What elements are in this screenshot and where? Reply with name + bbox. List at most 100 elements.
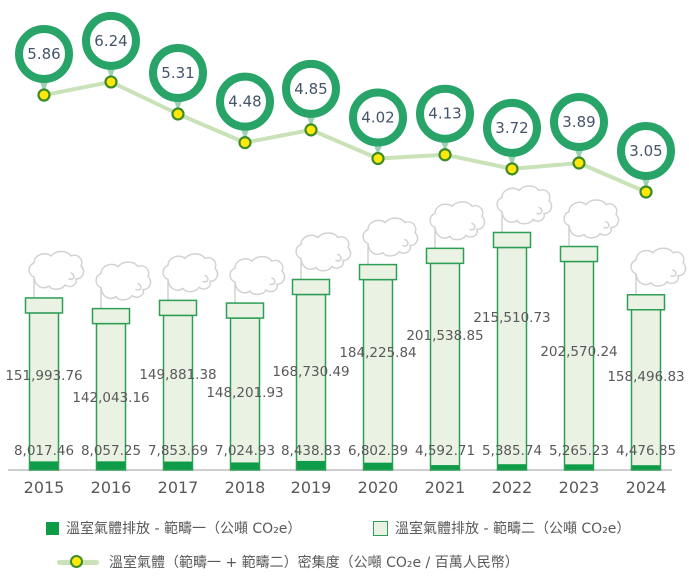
- intensity-value-label: 3.05: [629, 142, 662, 160]
- legend-item-intensity: 溫室氣體（範疇一 + 範疇二）密集度（公噸 CO₂e / 百萬人民幣）: [57, 552, 519, 572]
- year-tick-label: 2024: [626, 478, 667, 497]
- year-tick-label: 2023: [559, 478, 600, 497]
- bar-cap: [158, 299, 198, 317]
- legend-label-intensity: 溫室氣體（範疇一 + 範疇二）密集度（公噸 CO₂e / 百萬人民幣）: [109, 555, 519, 571]
- scope2-value-label: 202,570.24: [540, 344, 617, 360]
- year-tick-label: 2015: [24, 478, 65, 497]
- bar-scope1-2015: [29, 461, 59, 470]
- intensity-marker: [371, 151, 385, 166]
- scope2-value-label: 151,993.76: [5, 368, 82, 384]
- intensity-badge: [416, 84, 474, 143]
- year-tick-label: 2019: [291, 478, 332, 497]
- bar-cap: [291, 278, 331, 296]
- intensity-value-label: 6.24: [94, 32, 127, 50]
- intensity-badge: [15, 25, 73, 84]
- intensity-badge: [216, 72, 274, 131]
- scope2-value-label: 201,538.85: [406, 328, 483, 344]
- legend-label-scope2: 溫室氣體排放 - 範疇二（公噸 CO₂e）: [395, 521, 631, 537]
- smoke-icon: [630, 247, 687, 296]
- scope1-value-label: 8,438.83: [281, 443, 341, 459]
- smoke-icon: [229, 255, 286, 304]
- year-tick-label: 2018: [225, 478, 266, 497]
- intensity-marker: [171, 107, 185, 121]
- bar-scope1-2019: [296, 460, 326, 470]
- scope1-value-label: 8,057.25: [81, 443, 141, 459]
- intensity-value-label: 4.48: [228, 93, 261, 111]
- bar-scope1-2021: [430, 465, 460, 470]
- legend-label-scope1: 溫室氣體排放 - 範疇一（公噸 CO₂e）: [66, 521, 302, 537]
- intensity-badge: [82, 11, 140, 70]
- bar-scope1-2020: [363, 462, 393, 470]
- intensity-marker: [572, 156, 586, 170]
- intensity-marker: [104, 75, 118, 89]
- legend-item-scope1: 溫室氣體排放 - 範疇一（公噸 CO₂e）: [46, 518, 301, 538]
- scope2-value-label: 184,225.84: [339, 345, 416, 361]
- bar-scope2-2015: [29, 312, 59, 470]
- intensity-line: [42, 79, 648, 194]
- bar-scope2-2022: [497, 247, 527, 470]
- smoke-icon: [496, 185, 553, 234]
- bar-scope1-2016: [96, 461, 126, 470]
- intensity-value-label: 4.13: [428, 105, 461, 123]
- intensity-marker-icon: [70, 555, 83, 568]
- bar-cap: [24, 297, 64, 314]
- scope1-value-label: 5,385.74: [482, 443, 542, 459]
- bar-cap: [626, 294, 666, 311]
- year-tick-label: 2020: [358, 478, 399, 497]
- smoke-icon: [28, 250, 85, 299]
- smoke-icon: [429, 201, 486, 250]
- smoke-icon: [95, 261, 152, 310]
- scope2-value-label: 149,881.38: [139, 367, 216, 383]
- bar-scope2-2024: [631, 309, 661, 470]
- intensity-value-label: 4.02: [361, 109, 394, 127]
- scope2-value-label: 148,201.93: [206, 385, 283, 401]
- scope1-value-label: 6,802.39: [348, 443, 408, 459]
- intensity-badge: [349, 88, 407, 147]
- year-tick-label: 2021: [425, 478, 466, 497]
- intensity-badge: [550, 92, 608, 151]
- bar-scope1-2024: [631, 465, 661, 470]
- scope1-value-label: 8,017.46: [14, 443, 74, 459]
- intensity-value-label: 4.85: [294, 80, 327, 98]
- year-tick-label: 2017: [158, 478, 199, 497]
- chart-plot-area: 151,993.76 8,017.46 2015 142,043.16 8,057.25…: [5, 11, 687, 497]
- bar-scope1-2022: [497, 464, 527, 470]
- scope1-value-label: 4,476.85: [616, 443, 676, 459]
- intensity-marker: [639, 185, 653, 199]
- scope1-swatch-icon: [46, 521, 59, 535]
- bar-scope2-2020: [363, 279, 393, 470]
- bar-cap: [492, 231, 532, 249]
- bar-cap: [225, 302, 265, 319]
- scope2-value-label: 142,043.16: [72, 390, 149, 406]
- scope1-value-label: 7,024.93: [215, 443, 275, 459]
- bar-scope2-2017: [163, 315, 193, 470]
- intensity-badge: [282, 59, 340, 118]
- intensity-badge: [149, 44, 207, 103]
- intensity-marker: [304, 123, 318, 137]
- bar-scope1-2017: [163, 461, 193, 470]
- smoke-icon: [362, 217, 419, 266]
- intensity-marker: [438, 148, 452, 162]
- smoke-icon: [295, 232, 352, 281]
- intensity-value-label: 5.86: [27, 45, 60, 63]
- bar-scope2-2016: [96, 323, 126, 470]
- intensity-marker: [37, 88, 51, 102]
- intensity-badge: [483, 98, 541, 157]
- bar-cap: [358, 263, 398, 281]
- intensity-marker: [505, 162, 519, 176]
- smoke-icon: [162, 253, 219, 302]
- bar-cap: [91, 307, 131, 325]
- scope2-value-label: 215,510.73: [473, 310, 550, 326]
- scope1-value-label: 5,265.23: [549, 443, 609, 459]
- scope2-value-label: 158,496.83: [607, 369, 684, 385]
- bar-scope2-2023: [564, 261, 594, 470]
- intensity-value-label: 3.72: [495, 119, 528, 137]
- bar-cap: [559, 245, 599, 263]
- bar-scope2-2018: [230, 318, 260, 470]
- scope1-value-label: 4,592.71: [415, 443, 475, 459]
- scope1-value-label: 7,853.69: [148, 443, 208, 459]
- legend-item-scope2: 溫室氣體排放 - 範疇二（公噸 CO₂e）: [373, 518, 630, 538]
- bar-scope2-2019: [296, 294, 326, 470]
- intensity-badge: [617, 121, 675, 180]
